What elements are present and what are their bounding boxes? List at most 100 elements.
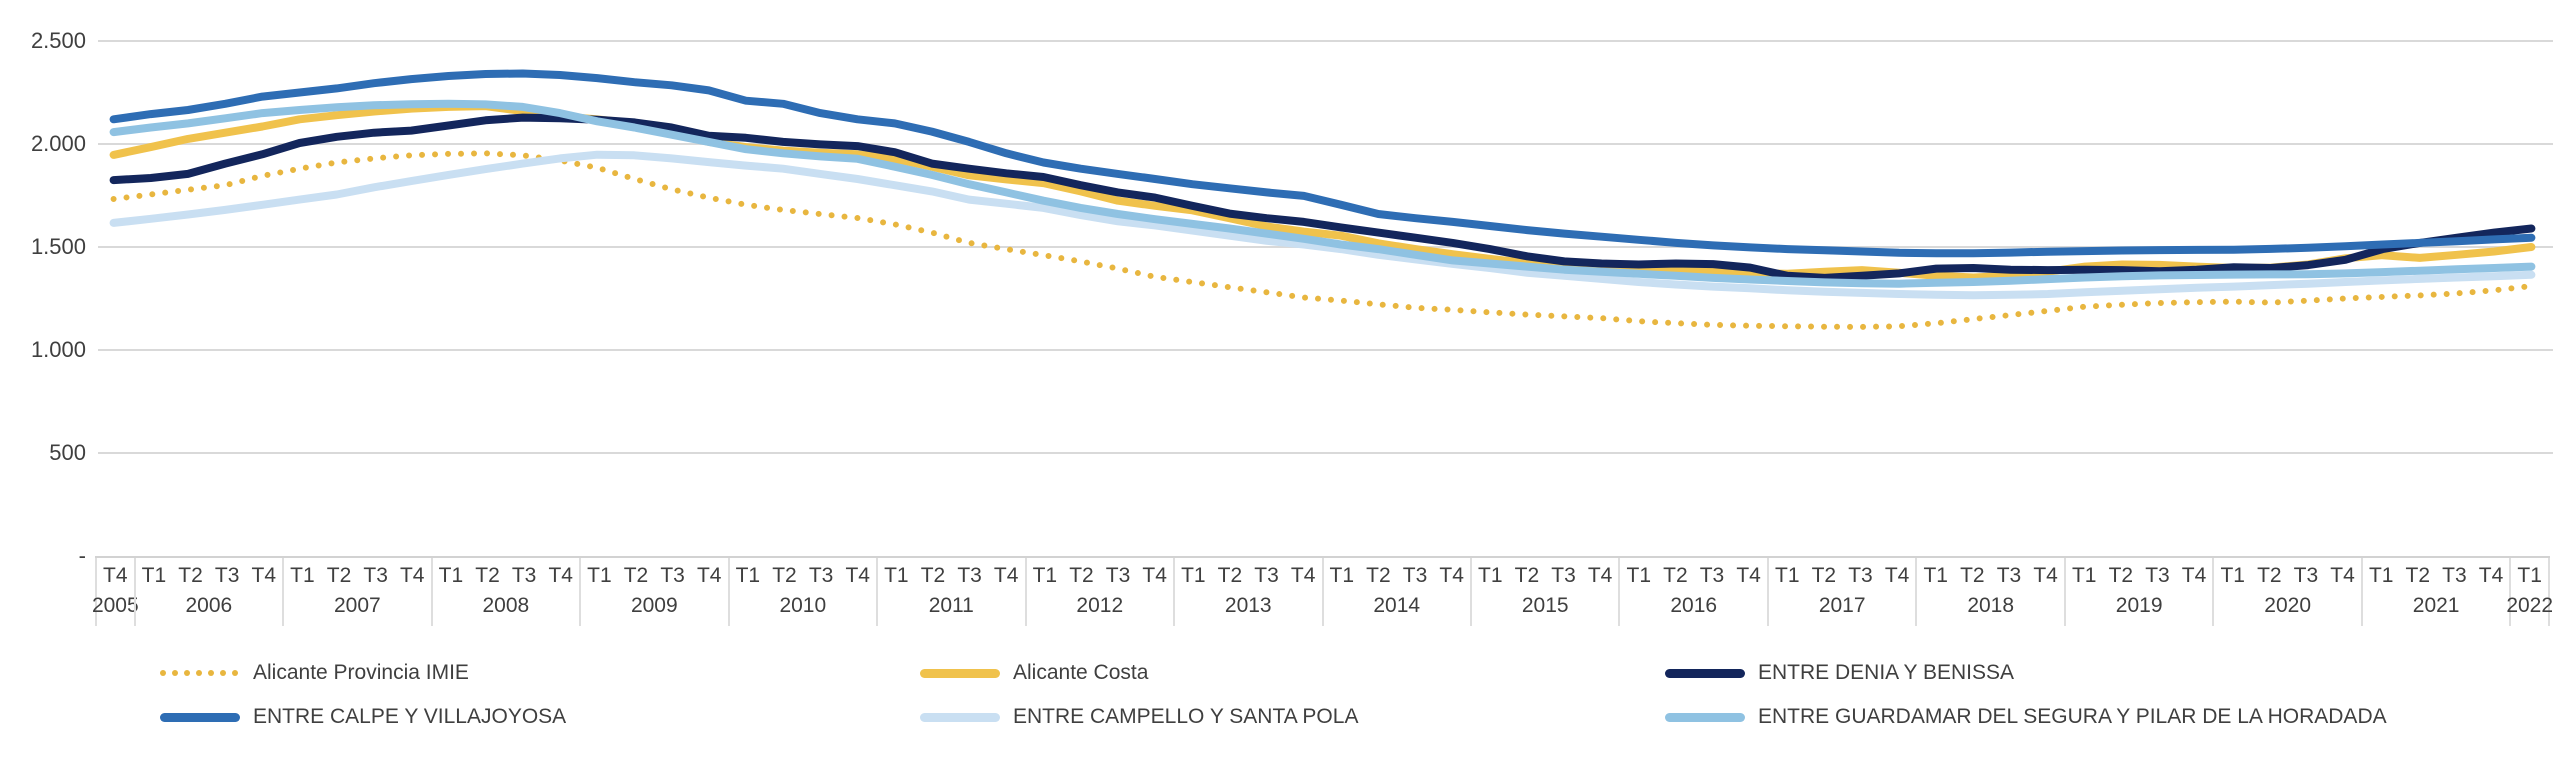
y-tick-label: 1.000: [30, 337, 86, 362]
quarter-label: T3: [1105, 564, 1131, 587]
quarter-row: T1 T2 T3 T4: [1917, 558, 2063, 594]
year-cell-2009: T1 T2 T3 T4 2009: [579, 558, 727, 626]
legend-dot: [220, 670, 226, 676]
quarter-label: T4: [251, 564, 277, 587]
legend-swatch-campello: [920, 712, 1000, 722]
year-label: 2016: [1670, 594, 1718, 617]
quarter-label: T3: [511, 564, 537, 587]
legend-item-denia: ENTRE DENIA Y BENISSA: [1665, 660, 2014, 686]
legend-dot: [196, 670, 202, 676]
quarter-label: T2: [2257, 564, 2282, 587]
y-tick-label: 500: [49, 440, 86, 465]
year-label: 2013: [1224, 594, 1272, 617]
quarter-label: T2: [772, 564, 797, 587]
year-label: 2014: [1373, 594, 1421, 617]
x-axis-table: T4 2005 T1 T2 T3 T4 2006 T1 T2 T3 T4 2007 T1 T2 T3 T4 20…: [91, 556, 2553, 626]
legend-swatch-costa: [920, 668, 1000, 678]
year-cell-2005: T4 2005: [91, 558, 139, 626]
quarter-label: T4: [993, 564, 1019, 587]
year-label: 2011: [928, 594, 974, 617]
legend-dot: [208, 670, 214, 676]
quarter-label: T2: [475, 564, 500, 587]
quarter-row: T1 T2 T3 T4: [730, 558, 876, 594]
quarter-label: T1: [884, 564, 909, 587]
y-tick-label: -: [78, 543, 86, 568]
year-label: 2009: [630, 594, 678, 617]
year-label: 2008: [482, 594, 530, 617]
year-label: 2007: [333, 594, 381, 617]
quarter-row: T1 T2 T3 T4: [433, 558, 579, 594]
legend-dot: [172, 670, 178, 676]
quarter-row: T1 T2 T3 T4: [1324, 558, 1470, 594]
quarter-label: T4: [696, 564, 722, 587]
legend-label: Alicante Provincia IMIE: [253, 661, 469, 684]
quarter-label: T1: [2517, 564, 2542, 587]
legend-label: ENTRE DENIA Y BENISSA: [1758, 661, 2014, 684]
quarter-label: T3: [1848, 564, 1873, 587]
quarter-label: T4: [1587, 564, 1613, 587]
year-label: 2017: [1818, 594, 1866, 617]
y-tick-label: 2.500: [30, 28, 86, 53]
series-line-guardamar: [109, 99, 2536, 288]
quarter-label: T3: [1551, 564, 1576, 587]
quarter-row: T1 T2 T3 T4: [1027, 558, 1173, 594]
quarter-label: T1: [1775, 564, 1800, 587]
legend-item-calpe: ENTRE CALPE Y VILLAJOYOSA: [160, 704, 566, 730]
quarter-label: T4: [2181, 564, 2207, 587]
year-cell-2010: T1 T2 T3 T4 2010: [727, 558, 876, 626]
year-cell-2012: T1 T2 T3 T4 2012: [1024, 558, 1173, 626]
legend-dot: [232, 670, 238, 676]
quarter-label: T3: [363, 564, 388, 587]
legend-dot: [184, 670, 190, 676]
quarter-row: T1: [2511, 558, 2548, 594]
quarter-label: T1: [587, 564, 612, 587]
quarter-label: T4: [1736, 564, 1761, 587]
quarter-label: T4: [1884, 564, 1910, 587]
year-cell-2021: T1 T2 T3 T4 2021: [2360, 558, 2509, 626]
quarter-row: T1 T2 T3 T4: [878, 558, 1024, 594]
year-cell-2013: T1 T2 T3 T4 2013: [1173, 558, 1321, 626]
quarter-label: T4: [1142, 564, 1167, 587]
legend-item-provincia: Alicante Provincia IMIE: [160, 660, 469, 686]
quarter-label: T3: [660, 564, 685, 587]
year-cell-2008: T1 T2 T3 T4 2008: [430, 558, 579, 626]
quarter-label: T3: [1254, 564, 1279, 587]
quarter-label: T4: [1290, 564, 1316, 587]
year-cell-2006: T1 T2 T3 T4 2006: [133, 558, 282, 626]
quarter-row: T1 T2 T3 T4: [581, 558, 727, 594]
legend-item-campello: ENTRE CAMPELLO Y SANTA POLA: [920, 704, 1358, 730]
quarter-label: T3: [214, 564, 240, 587]
year-label: 2018: [1967, 594, 2015, 617]
quarter-label: T4: [1439, 564, 1464, 587]
quarter-row: T1 T2 T3 T4: [2066, 558, 2212, 594]
quarter-label: T3: [1996, 564, 2022, 587]
quarter-label: T1: [1626, 564, 1652, 587]
quarter-label: T4: [2478, 564, 2504, 587]
legend-label: ENTRE GUARDAMAR DEL SEGURA Y PILAR DE LA…: [1758, 705, 2387, 728]
quarter-label: T2: [920, 564, 946, 587]
year-cell-2022: T1 2022: [2506, 558, 2553, 626]
year-label: 2019: [2115, 594, 2163, 617]
quarter-label: T2: [1663, 564, 1688, 587]
quarter-label: T1: [1032, 564, 1058, 587]
quarter-row: T1 T2 T3 T4: [2214, 558, 2360, 594]
quarter-label: T1: [290, 564, 315, 587]
year-label: 2005: [91, 594, 139, 617]
y-tick-label: 1.500: [30, 234, 86, 259]
legend-swatch-calpe: [160, 712, 240, 722]
quarter-label: T1: [1181, 564, 1206, 587]
quarter-label: T4: [399, 564, 425, 587]
quarter-label: T2: [2405, 564, 2431, 587]
quarter-label: T1: [2368, 564, 2394, 587]
quarter-label: T4: [103, 564, 128, 587]
quarter-label: T1: [1478, 564, 1503, 587]
quarter-label: T2: [1069, 564, 1094, 587]
quarter-label: T3: [1402, 564, 1428, 587]
year-label: 2010: [779, 594, 827, 617]
quarter-label: T2: [2108, 564, 2134, 587]
year-cell-2015: T1 T2 T3 T4 2015: [1469, 558, 1618, 626]
year-label: 2006: [185, 594, 233, 617]
quarter-label: T2: [623, 564, 649, 587]
